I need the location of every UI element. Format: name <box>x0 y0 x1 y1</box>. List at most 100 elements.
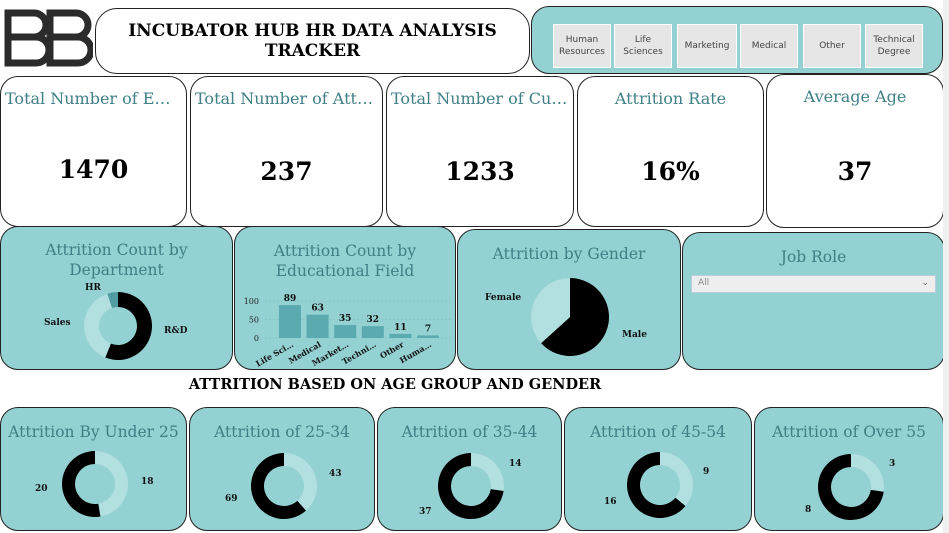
department-label-rd: R&D <box>164 326 188 336</box>
age-donut-chart <box>818 454 884 520</box>
company-logo <box>0 5 95 70</box>
kpi-value: 1470 <box>58 155 129 184</box>
age-dark-value: 37 <box>419 507 432 517</box>
donut-slice-dark <box>62 451 101 517</box>
age-panel-45-54: Attrition of 45-54 9 16 <box>564 407 752 531</box>
job-role-dropdown[interactable]: All ⌄ <box>691 275 936 293</box>
education-bar <box>417 335 439 338</box>
donut-slice-light <box>851 454 884 492</box>
kpi-attrition-rate: Attrition Rate 16% <box>577 76 764 227</box>
vertical-scrollbar[interactable] <box>943 0 949 533</box>
age-light-value: 18 <box>141 477 154 487</box>
bar-data-label: 35 <box>339 314 352 324</box>
panel-title: Attrition by Gender <box>492 245 646 263</box>
x-category-label: Huma… <box>398 339 433 365</box>
panel-title: Attrition By Under 25 <box>8 423 179 441</box>
age-dark-value: 20 <box>35 484 48 494</box>
kpi-label: Attrition Rate <box>614 89 727 108</box>
pie-slice-female <box>531 278 570 344</box>
donut-slice-dark <box>438 453 504 519</box>
age-panel-under-25: Attrition By Under 25 18 20 <box>0 407 187 531</box>
y-tick-label: 50 <box>249 316 259 325</box>
education-bar <box>334 325 357 338</box>
pie-slice-male <box>541 278 609 356</box>
kpi-total-current: Total Number of Curr… 1233 <box>386 76 574 227</box>
kpi-value: 37 <box>837 157 873 186</box>
panel-title: Attrition of 45-54 <box>590 423 726 441</box>
age-light-value: 43 <box>329 469 342 479</box>
kpi-value: 16% <box>641 157 700 186</box>
filter-human-resources[interactable]: Human Resources <box>553 24 611 68</box>
kpi-label: Total Number of Curr… <box>391 89 569 108</box>
age-light-value: 3 <box>889 459 896 469</box>
kpi-total-attrition: Total Number of Attriti… 237 <box>190 76 383 227</box>
gender-panel: Attrition by Gender Female Male <box>457 229 681 370</box>
donut-slice-dark <box>818 454 884 520</box>
bar-data-label: 89 <box>284 294 297 304</box>
gender-label-female: Female <box>485 293 522 303</box>
panel-title: Attrition Count by Department <box>45 241 188 279</box>
education-bar <box>361 326 384 338</box>
education-filter-slicer: Human Resources Life Sciences Marketing … <box>531 6 943 74</box>
donut-slice-sales <box>84 293 113 358</box>
donut-slice-dark <box>627 452 686 518</box>
education-bar <box>279 305 301 338</box>
donut-slice-dark <box>251 453 306 519</box>
donut-slice-light <box>471 453 504 492</box>
y-tick-label: 0 <box>254 334 259 343</box>
section-heading: ATTRITION BASED ON AGE GROUP AND GENDER <box>188 376 602 393</box>
job-role-panel: Job Role All ⌄ <box>682 232 945 370</box>
age-dark-value: 8 <box>805 505 812 515</box>
bar-data-label: 32 <box>367 315 380 325</box>
filter-other[interactable]: Other <box>803 24 861 68</box>
kpi-label: Total Number of Attriti… <box>195 89 378 108</box>
department-label-hr: HR <box>85 283 101 293</box>
education-bar <box>306 314 329 338</box>
age-panel-over-55: Attrition of Over 55 3 8 <box>754 407 944 531</box>
age-dark-value: 16 <box>604 497 617 507</box>
filter-medical[interactable]: Medical <box>740 24 798 68</box>
bar-data-label: 63 <box>311 304 324 314</box>
kpi-label: Total Number of Empl… <box>5 89 182 108</box>
age-donut-chart <box>438 453 504 519</box>
age-panel-35-44: Attrition of 35-44 14 37 <box>377 407 562 531</box>
chevron-down-icon: ⌄ <box>921 278 929 288</box>
y-tick-label: 100 <box>244 297 259 306</box>
education-panel: Attrition Count by Educational Field 100… <box>234 226 456 370</box>
panel-title: Attrition Count by Educational Field <box>273 242 417 280</box>
kpi-average-age: Average Age 37 <box>766 74 944 228</box>
x-category-label: Life Sci… <box>254 339 295 368</box>
kpi-label: Average Age <box>803 87 907 106</box>
dashboard-title: INCUBATOR HUB HR DATA ANALYSIS TRACKER <box>128 21 497 61</box>
kpi-value: 237 <box>260 157 313 186</box>
filter-technical-degree[interactable]: Technical Degree <box>865 24 923 68</box>
bb-logo-icon <box>0 5 95 70</box>
filter-life-sciences[interactable]: Life Sciences <box>614 24 672 68</box>
donut-slice-light <box>95 451 129 517</box>
age-light-value: 14 <box>509 459 522 469</box>
panel-title: Attrition of 25-34 <box>214 423 350 441</box>
panel-title: Job Role <box>780 248 847 266</box>
department-panel: Attrition Count by Department HR Sales R… <box>0 226 233 370</box>
department-donut-chart <box>84 292 152 360</box>
donut-slice-rd <box>105 292 152 360</box>
age-donut-chart <box>251 453 317 519</box>
age-dark-value: 69 <box>225 494 238 504</box>
donut-slice-hr <box>107 292 118 308</box>
gender-label-male: Male <box>622 330 647 340</box>
donut-slice-light <box>284 453 317 511</box>
panel-title: Attrition of 35-44 <box>401 423 538 441</box>
bar-data-label: 11 <box>394 323 407 333</box>
department-label-sales: Sales <box>44 318 71 328</box>
kpi-total-employees: Total Number of Empl… 1470 <box>0 76 187 227</box>
panel-title: Attrition of Over 55 <box>772 423 926 441</box>
kpi-value: 1233 <box>445 157 515 186</box>
age-donut-chart <box>62 451 129 517</box>
job-role-selected: All <box>698 278 710 288</box>
dashboard-title-box: INCUBATOR HUB HR DATA ANALYSIS TRACKER <box>95 8 530 74</box>
education-bar <box>389 333 412 338</box>
age-panel-25-34: Attrition of 25-34 43 69 <box>189 407 375 531</box>
filter-marketing[interactable]: Marketing <box>677 24 737 68</box>
age-donut-chart <box>627 452 693 518</box>
